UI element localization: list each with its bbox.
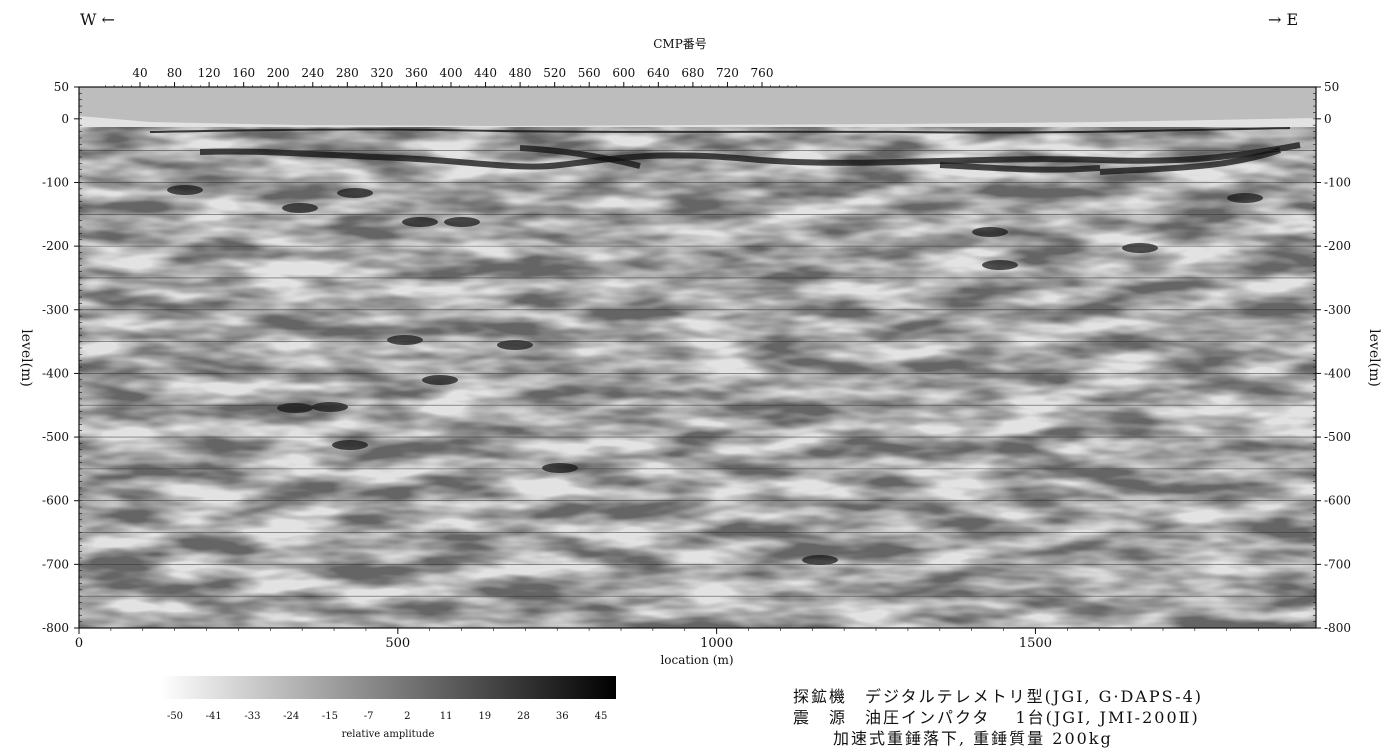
y-tick-label-right: 50 [1324,80,1339,94]
colorbar-tick-label: -7 [364,711,374,722]
cmp-tick-label: 360 [405,66,428,80]
cmp-tick-label: 200 [267,66,290,80]
y-tick-label-left: -700 [42,557,69,571]
amplitude-anomaly [444,217,480,227]
colorbar-tick-label: 36 [556,711,569,722]
x-tick-label: 500 [385,636,410,651]
y-tick-label-left: 0 [61,112,69,126]
colorbar-tick-label: -41 [206,711,222,722]
y-tick-label-right: -100 [1324,175,1351,189]
cmp-tick-label: 160 [232,66,255,80]
cmp-tick-label: 520 [543,66,566,80]
colorbar-tick-label: -50 [167,711,183,722]
colorbar-tick-label: 2 [404,711,410,722]
y-tick-label-left: -500 [42,430,69,444]
y-tick-label-left: -400 [42,366,69,380]
x-tick-label: 0 [75,636,83,651]
reflector-band [519,145,641,169]
cmp-tick-label: 40 [132,66,147,80]
amplitude-anomaly [972,227,1008,237]
reflector-band [939,162,1101,173]
reflector-band [1099,147,1281,175]
y-tick-label-left: -600 [42,494,69,508]
y-tick-label-right: -200 [1324,239,1351,253]
amplitude-anomaly [387,335,423,345]
amplitude-anomaly [1122,243,1158,253]
amplitude-texture [79,127,1316,628]
amplitude-anomaly [402,217,438,227]
cmp-tick-label: 600 [612,66,635,80]
amplitude-anomaly [277,403,313,413]
amplitude-anomaly [802,555,838,565]
equipment-info-line3: 加速式重錘落下, 重錘質量 200kg [833,729,1113,748]
cmp-tick-label: 440 [474,66,497,80]
cmp-tick-label: 320 [370,66,393,80]
cmp-axis-title: CMP番号 [653,37,707,51]
equipment-info-line1: 探鉱機 デジタルテレメトリ型(JGI, G·DAPS-4) [793,687,1204,706]
colorbar-tick-label: -15 [322,711,338,722]
cmp-tick-label: 720 [716,66,739,80]
colorbar-tick-label: -24 [283,711,299,722]
colorbar-tick-label: -33 [244,711,260,722]
amplitude-anomaly [422,375,458,385]
y-tick-label-left: -300 [42,303,69,317]
colorbar-tick-label: 11 [440,711,453,722]
cmp-tick-label: 120 [198,66,221,80]
y-axis-title-left: level(m) [18,329,34,387]
cmp-tick-label: 280 [336,66,359,80]
x-tick-label: 1000 [700,636,733,651]
reflector-band [199,142,1301,170]
y-tick-label-right: -800 [1324,621,1351,635]
y-tick-label-right: -300 [1324,303,1351,317]
x-tick-label: 1500 [1019,636,1052,651]
colorbar-tick-label: 19 [478,711,491,722]
cmp-tick-label: 760 [751,66,774,80]
reflector-band [149,127,1291,134]
cmp-tick-label: 640 [647,66,670,80]
equipment-info-line2: 震 源 油圧インパクタ 1台(JGI, JMI-200Ⅱ) [793,708,1200,727]
y-tick-label-left: -100 [42,175,69,189]
amplitude-anomaly [1227,193,1263,203]
cmp-tick-label: 480 [509,66,532,80]
east-direction-label: → E [1268,10,1299,29]
y-tick-label-right: -600 [1324,494,1351,508]
cmp-tick-label: 560 [578,66,601,80]
y-tick-label-left: -800 [42,621,69,635]
surface-band [79,87,1316,126]
cmp-tick-label: 80 [167,66,182,80]
y-tick-label-left: -200 [42,239,69,253]
colorbar-gradient [160,676,616,699]
colorbar-label: relative amplitude [342,729,435,740]
amplitude-anomaly [282,203,318,213]
y-tick-label-right: -700 [1324,557,1351,571]
y-tick-label-right: -400 [1324,366,1351,380]
amplitude-anomaly [982,260,1018,270]
colorbar-tick-label: 45 [595,711,608,722]
colorbar-tick-label: 28 [517,711,530,722]
amplitude-anomaly [332,440,368,450]
plot-frame [78,86,1317,629]
amplitude-anomaly [167,185,203,195]
cmp-tick-label: 240 [301,66,324,80]
amplitude-anomaly [542,463,578,473]
amplitude-anomaly [312,402,348,412]
y-tick-label-right: 0 [1324,112,1332,126]
x-axis-title: location (m) [660,653,733,667]
cmp-tick-label: 680 [681,66,704,80]
west-direction-label: W ← [80,10,115,29]
amplitude-anomaly [337,188,373,198]
y-tick-label-left: 50 [54,80,69,94]
y-axis-title-right: level(m) [1366,329,1382,387]
cmp-tick-label: 400 [440,66,463,80]
amplitude-anomaly [497,340,533,350]
y-tick-label-right: -500 [1324,430,1351,444]
seismic-texture [79,127,1316,628]
